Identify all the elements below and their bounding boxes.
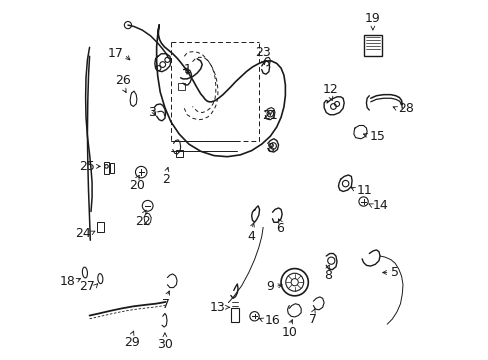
- Bar: [110, 163, 114, 173]
- Text: 20: 20: [129, 179, 144, 192]
- Bar: [104, 162, 109, 174]
- Bar: [363, 35, 382, 55]
- Text: 7: 7: [162, 298, 170, 311]
- Text: 26: 26: [115, 75, 131, 87]
- Text: 29: 29: [123, 336, 139, 349]
- Text: 9: 9: [265, 280, 273, 293]
- Text: 23: 23: [255, 46, 270, 59]
- Text: 22: 22: [135, 215, 151, 228]
- Text: 1: 1: [183, 63, 191, 76]
- Bar: [230, 309, 238, 322]
- Text: 28: 28: [397, 103, 413, 116]
- Text: 27: 27: [79, 280, 94, 293]
- Text: 4: 4: [246, 230, 254, 243]
- Bar: [97, 222, 104, 232]
- Text: 16: 16: [264, 314, 280, 327]
- Text: 12: 12: [322, 83, 338, 96]
- Text: 8: 8: [323, 269, 331, 282]
- Text: 17: 17: [107, 47, 123, 60]
- Text: 5: 5: [390, 266, 398, 279]
- Text: 24: 24: [75, 226, 91, 239]
- Bar: [178, 83, 184, 90]
- Text: 19: 19: [364, 12, 380, 25]
- Text: 11: 11: [356, 184, 371, 197]
- Text: 18: 18: [59, 275, 75, 288]
- Text: 13: 13: [210, 301, 225, 314]
- Text: 14: 14: [372, 199, 388, 212]
- Text: 10: 10: [281, 326, 297, 339]
- Text: 30: 30: [157, 338, 172, 351]
- Text: 3: 3: [148, 107, 156, 120]
- Text: 21: 21: [262, 109, 278, 122]
- Text: 15: 15: [368, 130, 385, 143]
- Text: 2: 2: [162, 173, 170, 186]
- Text: 8: 8: [266, 142, 274, 156]
- Text: 6: 6: [276, 222, 284, 235]
- Text: 25: 25: [79, 160, 94, 173]
- Text: 7: 7: [309, 313, 317, 326]
- Bar: [176, 149, 183, 157]
